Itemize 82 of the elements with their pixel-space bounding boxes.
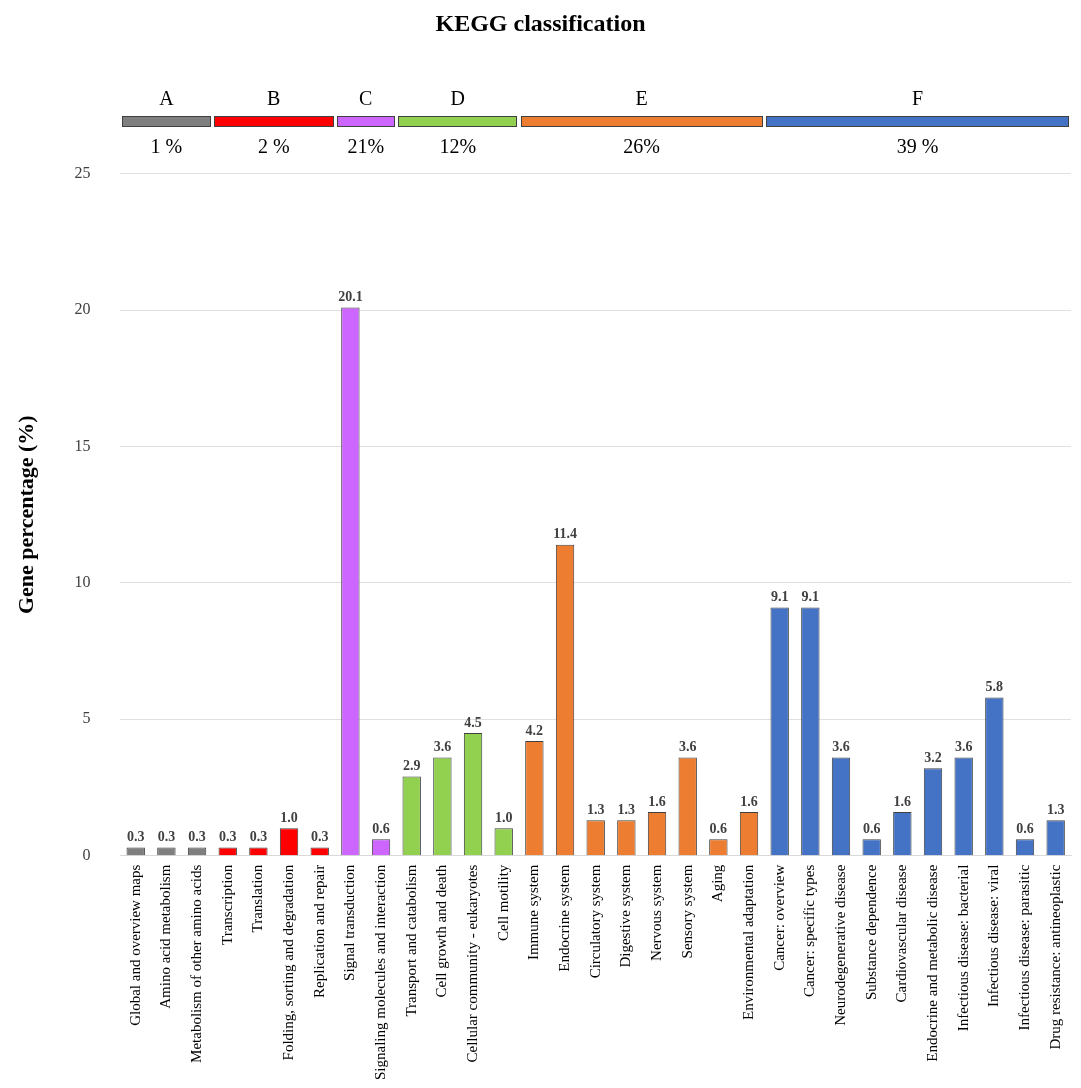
text: 26% [623, 135, 661, 158]
x-tick-label: Cell motility [494, 864, 511, 941]
y-tick-label: 5 [82, 709, 91, 727]
x-tick-label: Amino acid metabolism [157, 864, 174, 1009]
data-label: 0.6 [709, 820, 728, 836]
x-tick-label: Sensory system [678, 864, 695, 959]
text: 1 % [150, 135, 183, 158]
data-label: 20.1 [338, 289, 363, 305]
data-label: 0.6 [862, 820, 881, 836]
data-label: 11.4 [553, 526, 577, 542]
x-tick-label: Environmental adaptation [739, 864, 756, 1021]
x-tick-label: Endocrine and metabolic disease [923, 864, 940, 1062]
text: A [159, 87, 175, 110]
y-axis-title: Gene percentage (%) [12, 415, 38, 615]
x-tick-label: Cellular community - eukaryotes [463, 864, 480, 1063]
x-tick-label: Digestive system [617, 864, 634, 968]
x-tick-label: Cell growth and death [433, 864, 450, 998]
data-label: 0.3 [188, 829, 206, 845]
data-label: 0.3 [218, 829, 237, 845]
x-tick-label: Infectious disease: parasitic [1015, 864, 1032, 1031]
data-label: 1.0 [280, 809, 298, 825]
data-label: 0.3 [310, 829, 329, 845]
text: 2 % [257, 135, 290, 158]
x-tick-label: Global and overview maps [126, 864, 143, 1026]
data-label: 3.6 [832, 739, 850, 755]
text: C [359, 87, 373, 110]
data-label: 0.3 [126, 829, 145, 845]
text: E [635, 87, 648, 110]
x-tick-label: Neurodegenerative disease [831, 864, 848, 1026]
data-label: 3.6 [678, 739, 697, 755]
data-label: 0.6 [372, 820, 390, 836]
data-label: 0.6 [1016, 820, 1034, 836]
text: D [450, 87, 465, 110]
data-label: 4.2 [525, 722, 544, 738]
x-tick-label: Cancer: specific types [801, 864, 818, 998]
data-label: 1.3 [1046, 801, 1065, 817]
x-tick-label: Translation [249, 864, 266, 933]
data-label: 5.8 [985, 679, 1004, 695]
data-label: 1.3 [586, 801, 605, 817]
x-tick-label: Infectious disease: bacterial [954, 864, 971, 1032]
x-tick-label: Infectious disease: viral [985, 864, 1002, 1008]
x-tick-label: Substance dependence [862, 864, 879, 1000]
x-tick-label: Replication and repair [310, 864, 327, 998]
data-label: 9.1 [801, 589, 820, 605]
x-tick-label: Transcription [218, 864, 235, 945]
data-label: 9.1 [770, 589, 789, 605]
x-tick-label: Immune system [525, 864, 542, 961]
text: F [912, 87, 924, 110]
data-label: 1.6 [893, 793, 912, 809]
data-label: 0.3 [157, 829, 176, 845]
y-tick-label: 10 [74, 573, 91, 591]
y-tick-label: 0 [82, 845, 91, 863]
data-label: 3.2 [924, 749, 942, 765]
x-tick-label: Drug resistance: antineoplastic [1046, 864, 1063, 1050]
data-label: 1.6 [648, 793, 666, 809]
y-tick-label: 25 [74, 164, 91, 181]
x-tick-label: Cardiovascular disease [893, 864, 910, 1003]
x-tick-label: Transport and catabolism [402, 864, 419, 1017]
text: 21% [347, 135, 385, 158]
x-tick-label: Metabolism of other amino acids [188, 864, 204, 1063]
data-label: 0.3 [249, 829, 268, 845]
x-tick-label: Signal transduction [341, 864, 358, 981]
data-label: 2.9 [402, 758, 421, 774]
y-tick-label: 15 [74, 436, 91, 454]
data-label: 4.5 [464, 714, 482, 730]
x-tick-label: Endocrine system [555, 864, 572, 972]
data-label: 1.3 [617, 801, 636, 817]
x-tick-label: Nervous system [647, 864, 664, 961]
text: B [267, 87, 281, 110]
x-tick-label: Folding, sorting and degradation [279, 864, 296, 1061]
x-tick-label: Cancer: overview [770, 864, 787, 971]
x-tick-label: Signaling molecules and interaction [371, 864, 388, 1081]
data-label: 3.6 [954, 739, 973, 755]
text: 12% [439, 135, 477, 158]
text: 39 % [896, 135, 939, 158]
data-label: 1.6 [740, 793, 758, 809]
x-tick-label: Circulatory system [586, 864, 603, 979]
x-tick-label: Aging [709, 864, 726, 903]
y-tick-label: 20 [74, 300, 91, 318]
data-label: 3.6 [433, 739, 452, 755]
chart-title: KEGG classification [435, 9, 646, 36]
data-label: 1.0 [494, 809, 513, 825]
